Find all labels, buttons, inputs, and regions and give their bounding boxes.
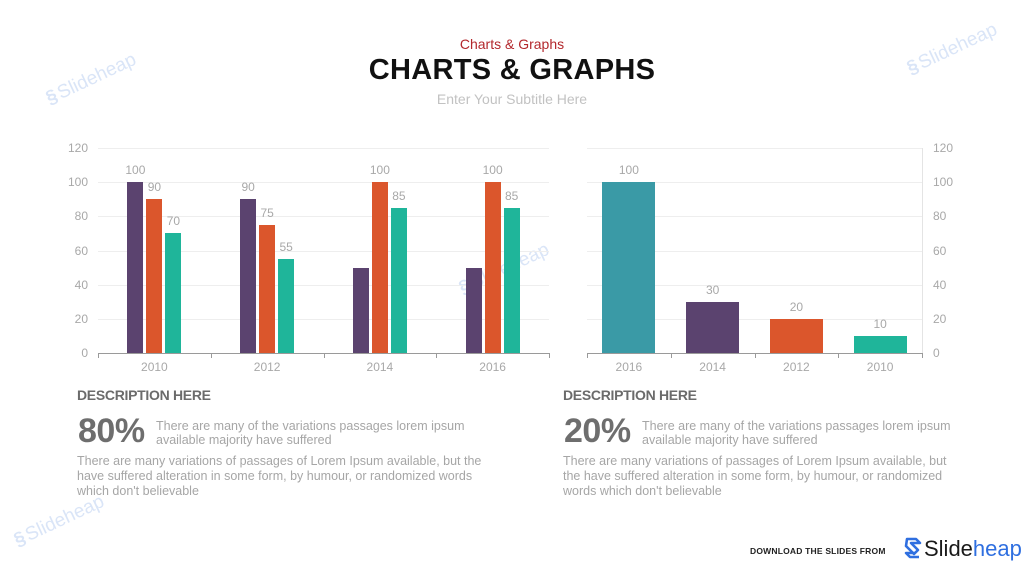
y-axis-label: 0: [81, 346, 88, 360]
watermark: §Slideheap: [11, 491, 108, 552]
bar: [503, 207, 520, 353]
gridline: [587, 250, 922, 252]
data-label: 100: [482, 163, 503, 178]
data-label: 30: [705, 282, 720, 297]
gridline: [98, 250, 549, 252]
x-axis-tick: [323, 353, 325, 358]
data-label: 55: [279, 240, 293, 255]
slideheap-logo-icon: [904, 537, 922, 559]
right-percent: 20%: [564, 412, 631, 450]
data-label: 90: [241, 180, 255, 195]
y-axis-label: 100: [933, 175, 954, 190]
x-axis-label: 2012: [783, 360, 810, 374]
data-label: 75: [260, 205, 274, 220]
x-axis-tick: [922, 353, 923, 358]
x-axis-tick: [838, 353, 840, 358]
bar: [465, 267, 482, 353]
y-axis-label: 120: [67, 141, 88, 155]
kicker-title: Charts & Graphs: [459, 36, 565, 52]
gridline: [587, 148, 922, 149]
data-label: 20: [789, 299, 804, 314]
data-label: 100: [618, 163, 639, 178]
bar: [165, 233, 182, 353]
x-axis-tick: [670, 353, 672, 358]
bar: [602, 182, 656, 353]
right-percent-text: There are many of the variations passage…: [642, 419, 951, 447]
x-axis-label: 2016: [479, 360, 506, 374]
brand-heap: heap: [972, 536, 1022, 561]
x-axis-label: 2010: [141, 360, 168, 374]
x-axis-label: 2012: [253, 360, 281, 374]
x-axis-tick: [754, 353, 756, 358]
data-label: 70: [166, 214, 181, 229]
bar: [352, 267, 369, 353]
left-percent-text: There are many of the variations passage…: [156, 419, 465, 447]
data-label: 85: [504, 188, 519, 203]
right-description-heading: DESCRIPTION HERE: [563, 387, 697, 403]
bar: [259, 224, 276, 353]
bar: [484, 182, 501, 353]
gridline: [587, 216, 922, 218]
right-body-text: There are many variations of passages of…: [563, 454, 947, 498]
y-axis-label: 0: [933, 346, 940, 360]
gridline: [98, 148, 549, 149]
grouped-bar-chart: 0 20 40 60 80 100 120 2010 100 90 70 2012 90 75 55 2014…: [0, 0, 560, 380]
left-body-text: There are many variations of passages of…: [77, 454, 482, 498]
x-axis-label: 2014: [699, 360, 726, 374]
y-axis-label: 20: [933, 311, 947, 326]
y-axis-label: 40: [74, 277, 88, 292]
x-axis-label: 2016: [615, 360, 643, 374]
single-bar-chart: 0 20 40 60 80 100 120 2016 100 2014 30 2012 20 2010 10: [587, 141, 954, 374]
download-caption: DOWNLOAD THE SLIDES FROM: [750, 546, 886, 556]
x-axis-tick: [210, 353, 212, 358]
bar: [127, 182, 144, 353]
gridline: [98, 318, 549, 320]
bar: [769, 318, 823, 353]
bar: [390, 207, 407, 353]
page-subtitle: Enter Your Subtitle Here: [436, 91, 588, 107]
y-axis-label: 40: [933, 277, 947, 292]
bar: [853, 335, 907, 353]
x-axis-label: 2010: [866, 360, 894, 374]
y-axis-label: 120: [933, 141, 954, 155]
bar: [240, 199, 257, 353]
page-title: CHARTS & GRAPHS: [368, 54, 656, 86]
slideheap-brand-link[interactable]: Slideheap: [903, 536, 1022, 562]
data-label: 100: [369, 163, 390, 178]
data-label: 90: [147, 180, 162, 195]
y-axis-label: 80: [74, 209, 88, 224]
gridline: [587, 284, 922, 286]
y-axis-label: 80: [933, 209, 947, 224]
left-percent: 80%: [78, 412, 145, 450]
x-axis-tick: [98, 353, 99, 358]
y-axis-label: 60: [74, 243, 88, 258]
x-axis-tick: [436, 353, 438, 358]
y-axis-label: 20: [74, 311, 88, 326]
gridline: [587, 182, 922, 184]
bar: [278, 259, 295, 353]
brand-slide: Slide: [924, 536, 973, 561]
data-label: 100: [125, 163, 146, 178]
gridline: [587, 318, 922, 320]
data-label: 10: [873, 316, 887, 331]
watermark-text: Slideheap: [22, 491, 108, 546]
x-axis-tick: [587, 353, 588, 358]
bar: [146, 199, 163, 353]
x-axis-label: 2014: [366, 360, 394, 374]
y-axis-label: 100: [67, 175, 88, 190]
data-label: 85: [392, 188, 406, 203]
gridline: [98, 216, 549, 218]
x-axis-tick: [549, 353, 550, 358]
y-axis-line: [922, 148, 923, 353]
gridline: [98, 284, 549, 286]
bar: [371, 182, 388, 353]
gridline: [98, 182, 549, 184]
left-description-heading: DESCRIPTION HERE: [77, 387, 211, 403]
y-axis-label: 60: [933, 243, 947, 258]
bar: [686, 301, 740, 353]
